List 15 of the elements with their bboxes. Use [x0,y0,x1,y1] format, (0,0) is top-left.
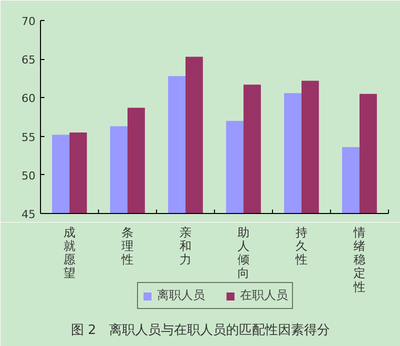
x-tick-label: 持久性 [294,226,308,267]
legend-label: 在职人员 [240,287,288,304]
x-tick-label: 情绪稳定性 [352,226,366,294]
x-tick-label: 成就愿望 [64,226,76,280]
y-tick-label: 55 [22,130,36,144]
x-tick-label: 助人倾向 [238,226,250,280]
y-tick-label: 45 [22,208,36,221]
y-tick-label: 60 [22,92,36,106]
y-tick-label: 65 [22,54,36,67]
y-tick-label: 50 [22,169,36,182]
x-tick-label: 亲和力 [180,226,192,267]
y-tick-label: 70 [22,15,36,28]
x-tick-label: 条理性 [120,226,134,267]
text: 图 2 离职人员与在职人员的匹配性因素得分 [70,322,330,338]
legend-label: 离职人员 [157,287,205,304]
